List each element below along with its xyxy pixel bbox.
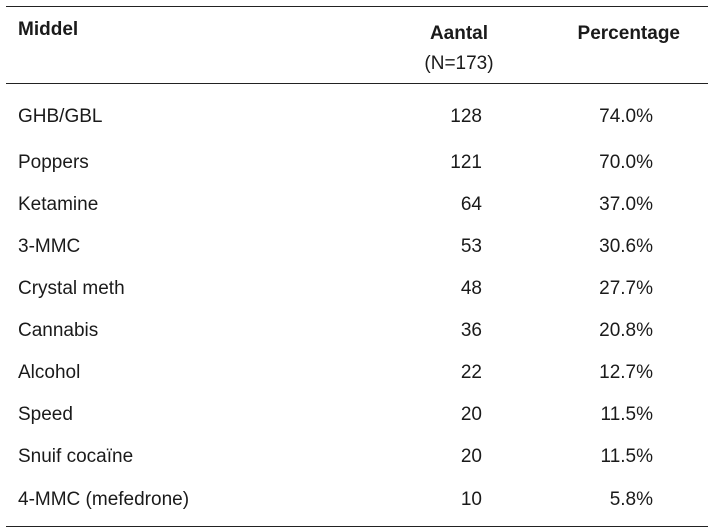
row-percentage: 5.8% — [609, 489, 653, 510]
row-percentage: 70.0% — [599, 152, 653, 173]
row-count: 53 — [460, 236, 482, 257]
table-row: Crystal meth 48 27.7% — [6, 268, 708, 310]
header-aantal-n: (N=173) — [424, 53, 494, 74]
table-row: Ketamine 64 37.0% — [6, 184, 708, 226]
substance-table-container: Middel Aantal (N=173) Percentage GHB/GBL… — [6, 6, 708, 527]
row-substance: 4-MMC (mefedrone) — [18, 489, 190, 510]
row-percentage: 20.8% — [599, 320, 653, 341]
table-row: Cannabis 36 20.8% — [6, 310, 708, 352]
row-substance: GHB/GBL — [18, 106, 103, 127]
row-substance: Speed — [18, 404, 73, 425]
row-substance: 3-MMC — [18, 236, 81, 257]
row-count: 36 — [460, 320, 482, 341]
table-body: GHB/GBL 128 74.0% Poppers 121 70.0% Keta… — [6, 84, 708, 527]
header-aantal-label: Aantal — [429, 23, 489, 44]
table-row: Snuif cocaïne 20 11.5% — [6, 436, 708, 478]
table-row: 4-MMC (mefedrone) 10 5.8% — [6, 478, 708, 527]
row-count: 128 — [450, 106, 482, 127]
table-row: Alcohol 22 12.7% — [6, 352, 708, 394]
row-percentage: 27.7% — [599, 278, 653, 299]
row-percentage: 11.5% — [600, 404, 653, 425]
row-substance: Poppers — [18, 152, 89, 173]
row-substance: Ketamine — [18, 194, 99, 215]
header-middel: Middel — [18, 19, 79, 40]
row-substance: Crystal meth — [18, 278, 125, 299]
row-substance: Snuif cocaïne — [18, 446, 134, 467]
table-row: 3-MMC 53 30.6% — [6, 226, 708, 268]
row-percentage: 11.5% — [600, 446, 653, 467]
table-row: Speed 20 11.5% — [6, 394, 708, 436]
row-count: 10 — [460, 489, 482, 510]
table-row: Poppers 121 70.0% — [6, 142, 708, 184]
header-percentage: Percentage — [577, 23, 680, 44]
row-percentage: 30.6% — [599, 236, 653, 257]
table-header: Middel Aantal (N=173) Percentage — [6, 6, 708, 84]
header-row: Middel Aantal (N=173) Percentage — [6, 6, 708, 84]
row-percentage: 74.0% — [599, 106, 653, 127]
row-percentage: 37.0% — [599, 194, 653, 215]
row-count: 48 — [460, 278, 482, 299]
row-count: 20 — [460, 404, 482, 425]
row-count: 22 — [460, 362, 482, 383]
table-row: GHB/GBL 128 74.0% — [6, 84, 708, 143]
row-count: 20 — [460, 446, 482, 467]
substance-table: Middel Aantal (N=173) Percentage GHB/GBL… — [6, 6, 708, 527]
row-substance: Cannabis — [18, 320, 99, 341]
row-count: 64 — [460, 194, 482, 215]
header-aantal: Aantal (N=173) — [358, 7, 508, 84]
row-percentage: 12.7% — [599, 362, 653, 383]
row-substance: Alcohol — [18, 362, 81, 383]
row-count: 121 — [450, 152, 482, 173]
